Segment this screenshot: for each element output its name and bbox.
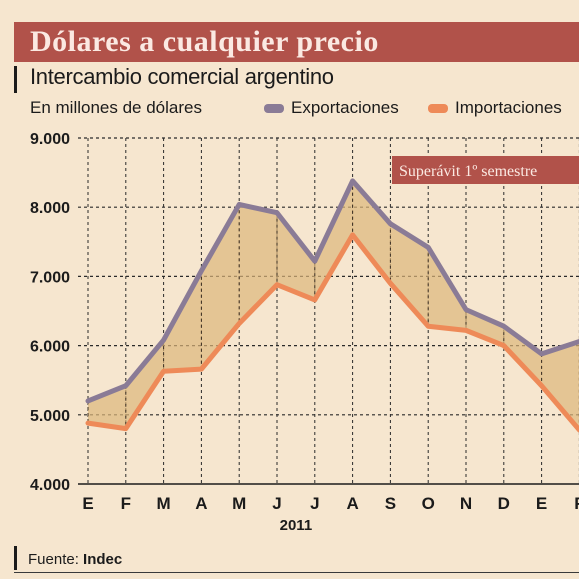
y-tick-label: 5.000 [30,408,70,425]
x-tick-label: J [310,494,319,513]
legend-item-exportaciones: Exportaciones [264,98,399,118]
series-line-exportaciones [85,178,579,404]
source-line: Fuente: Indec [28,551,122,568]
x-tick-label: D [498,494,510,513]
source-label: Fuente: [28,551,79,568]
title-banner: Dólares a cualquier precio [14,22,579,62]
y-tick-label: 8.000 [30,200,70,217]
y-tick-label: 9.000 [30,131,70,148]
series-line-importaciones [85,232,579,433]
x-tick-label: O [422,494,435,513]
bottom-rule [14,572,579,573]
x-tick-label: S [385,494,396,513]
legend-swatch-importaciones [428,103,448,113]
x-tick-label: M [157,494,171,513]
y-tick-label: 6.000 [30,339,70,356]
x-tick-label: E [82,494,93,513]
x-tick-label: J [272,494,281,513]
source-name: Indec [83,551,123,568]
source-rule [14,546,17,570]
subtitle-rule [14,66,17,93]
annotation-box [392,156,579,184]
x-tick-label: F [121,494,131,513]
x-tick-label: F [574,494,579,513]
legend-label-exportaciones: Exportaciones [291,98,399,117]
x-tick-label: M [232,494,246,513]
y-tick-label: 7.000 [30,269,70,286]
chart-title: Dólares a cualquier precio [30,25,379,58]
chart-subtitle: Intercambio comercial argentino [30,64,334,89]
y-tick-label: 4.000 [30,477,70,494]
surplus-area [88,180,579,430]
legend-item-importaciones: Importaciones [428,98,562,118]
x-tick-label: E [536,494,547,513]
units-label: En millones de dólares [30,98,202,117]
legend-label-importaciones: Importaciones [455,98,562,117]
legend-swatch-exportaciones [264,103,284,113]
x-tick-label: N [460,494,472,513]
x-tick-label: A [195,494,207,513]
year-label: 2011 [280,517,313,534]
x-tick-label: A [346,494,358,513]
annotation-text: Superávit 1º semestre [399,163,537,180]
